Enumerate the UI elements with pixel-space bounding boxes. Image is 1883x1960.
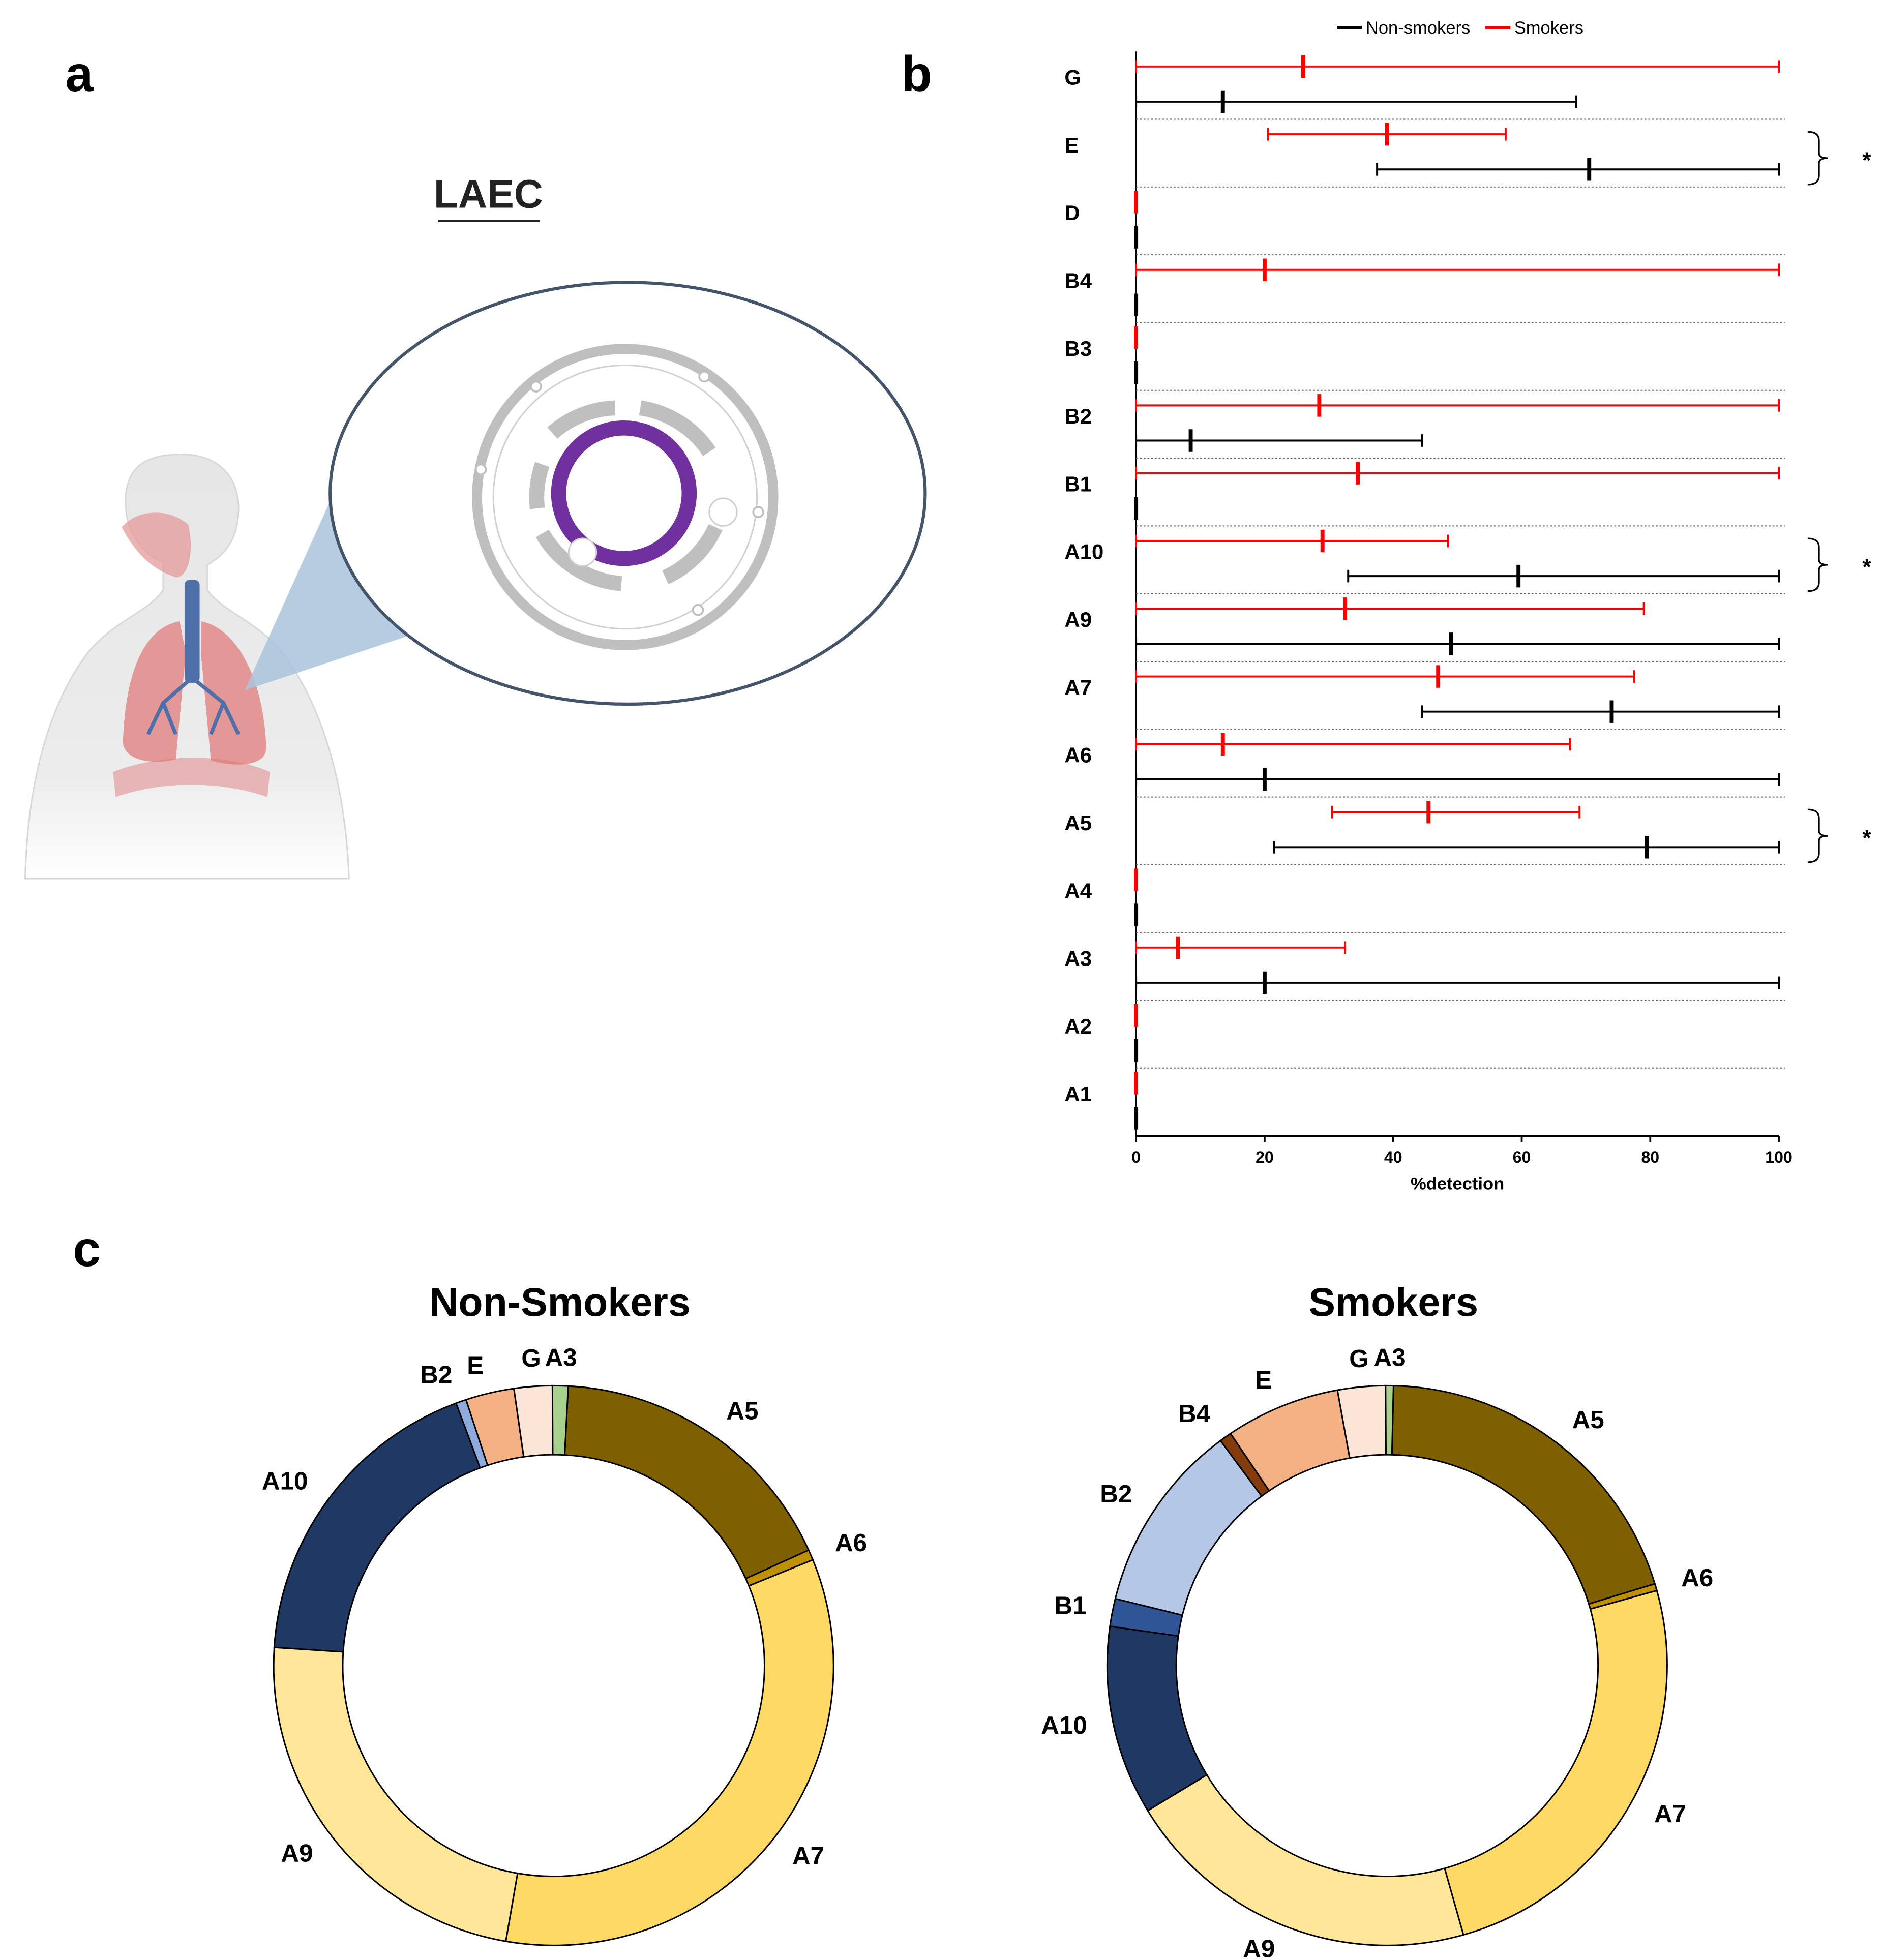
segment-label: G (1349, 1345, 1368, 1373)
x-tick-label: 40 (1384, 1148, 1402, 1166)
category-label: A3 (1064, 947, 1092, 971)
category-label: D (1064, 201, 1080, 225)
significance-label: * (1862, 148, 1871, 173)
category-label: A1 (1064, 1082, 1092, 1106)
segment-label: A3 (1373, 1344, 1406, 1372)
x-tick-label: 100 (1765, 1148, 1792, 1166)
category-label: A5 (1064, 811, 1092, 835)
vesicle (708, 497, 738, 527)
category-label: B1 (1064, 472, 1092, 496)
category-label: A6 (1064, 743, 1092, 767)
bronchi (146, 676, 241, 735)
donut-segment (563, 1385, 810, 1580)
significance-label: * (1862, 826, 1871, 851)
segment-label: A5 (1572, 1406, 1604, 1434)
segment-label: A6 (1681, 1564, 1713, 1592)
segment-label: B2 (420, 1361, 452, 1389)
category-label: G (1064, 66, 1081, 89)
x-axis-label: %detection (1411, 1174, 1504, 1194)
x-tick-label: 20 (1256, 1148, 1274, 1166)
vesicle (698, 370, 710, 383)
segment-label: A7 (792, 1842, 824, 1870)
x-tick-label: 60 (1513, 1148, 1531, 1166)
segment-label: A9 (281, 1840, 313, 1867)
vesicle (752, 506, 764, 518)
category-label: A4 (1064, 879, 1092, 902)
panel-label: b (902, 46, 932, 102)
donut-segment (504, 1558, 834, 1946)
cell-wall (472, 344, 779, 650)
panel-label: a (65, 46, 94, 102)
donut-segment (551, 1384, 570, 1456)
nasal-cavity (122, 512, 191, 578)
vesicle (692, 604, 704, 616)
legend-label: Non-smokers (1366, 18, 1470, 38)
illustration: LAEC (24, 171, 927, 880)
segment-label: E (467, 1351, 484, 1379)
lung (201, 621, 266, 765)
segment-label: A10 (1041, 1711, 1087, 1739)
segment-label: A5 (726, 1397, 758, 1425)
significance-bracket (1807, 131, 1828, 186)
category-label: B4 (1064, 269, 1092, 293)
significance-label: * (1862, 555, 1871, 580)
category-label: B3 (1064, 337, 1092, 360)
vesicle (474, 463, 487, 475)
segment-label: B2 (1100, 1480, 1132, 1508)
donut-segment (1391, 1384, 1656, 1605)
lumen-ring (551, 420, 697, 566)
segment-label: G (521, 1344, 541, 1372)
segment-label: A7 (1654, 1800, 1686, 1828)
cell-membrane (492, 364, 758, 630)
segment-label: A9 (1243, 1935, 1275, 1960)
illustration-title: LAEC (434, 171, 543, 216)
significance-bracket (1807, 537, 1828, 592)
legend-label: Smokers (1514, 18, 1583, 38)
x-tick-label: 80 (1641, 1148, 1659, 1166)
x-tick-label: 0 (1131, 1148, 1141, 1166)
significance-bracket (1807, 808, 1828, 863)
segment-label: B4 (1178, 1400, 1211, 1428)
donut-title: Non-Smokers (429, 1279, 691, 1324)
category-label: A10 (1064, 540, 1103, 564)
donut-segment (273, 1646, 519, 1942)
vesicle (567, 537, 597, 567)
category-label: A9 (1064, 608, 1092, 631)
vesicle (530, 380, 542, 393)
segment-label: A6 (835, 1529, 867, 1557)
donut-segment (1385, 1384, 1394, 1456)
zoom-cone (245, 487, 414, 690)
segment-label: B1 (1054, 1592, 1086, 1620)
donut-segment (1106, 1625, 1208, 1812)
category-label: E (1064, 133, 1079, 157)
category-label: B2 (1064, 404, 1092, 428)
diaphragm (113, 758, 270, 797)
category-label: A2 (1064, 1014, 1092, 1038)
trachea (184, 580, 200, 683)
lung (123, 621, 186, 762)
donut-title: Smokers (1308, 1279, 1478, 1324)
donut-segment (1444, 1589, 1668, 1936)
segment-label: E (1255, 1366, 1272, 1394)
panel-label: c (73, 1221, 101, 1277)
segment-label: A3 (545, 1344, 577, 1372)
segment-label: A10 (262, 1467, 308, 1495)
cell-structure (529, 400, 723, 591)
category-label: A7 (1064, 675, 1092, 699)
donut-segment (273, 1402, 482, 1653)
donut-segment (1147, 1773, 1464, 1946)
